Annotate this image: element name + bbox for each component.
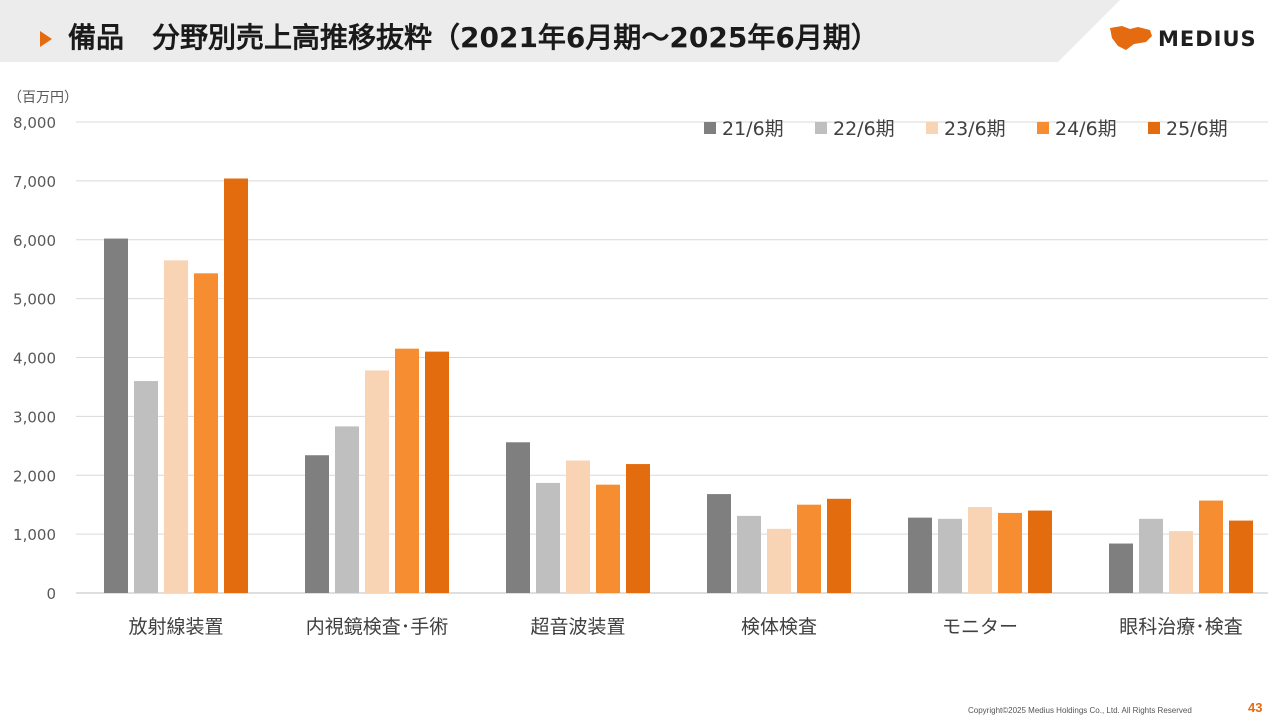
- bar: [626, 464, 650, 593]
- bar: [596, 484, 620, 593]
- x-tick-label: 検体検査: [741, 616, 817, 638]
- legend-label: 24/6期: [1055, 118, 1117, 140]
- bar: [1169, 531, 1193, 593]
- legend-label: 21/6期: [722, 118, 784, 140]
- bar: [827, 498, 851, 593]
- bar: [1028, 510, 1052, 593]
- bar: [938, 518, 962, 593]
- y-tick-label: 2,000: [13, 467, 56, 485]
- bar: [506, 442, 530, 593]
- legend-label: 23/6期: [944, 118, 1006, 140]
- bar: [797, 504, 821, 593]
- y-axis-ticks: 0 1,000 2,000 3,000 4,000 5,000 6,000 7,000 8,00…: [13, 114, 56, 603]
- x-tick-label: 放射線装置: [128, 616, 223, 638]
- bar: [767, 528, 791, 593]
- gridlines: [76, 121, 1268, 594]
- bar: [425, 351, 449, 593]
- bar: [1229, 520, 1253, 593]
- bar: [737, 515, 761, 593]
- legend-swatch: [815, 122, 827, 134]
- logo-text: MEDIUS: [1158, 27, 1257, 51]
- header-background: [0, 0, 1120, 62]
- x-tick-label: 内視鏡検査･手術: [306, 616, 449, 638]
- legend-swatch: [704, 122, 716, 134]
- bars: [104, 178, 1253, 593]
- bar-chart: （百万円） 0 1,000 2,000 3,000 4,000 5,000 6,000 7,0…: [8, 90, 1268, 638]
- bar: [998, 512, 1022, 593]
- bar: [1139, 518, 1163, 593]
- x-tick-label: モニター: [942, 616, 1018, 638]
- bar: [335, 426, 359, 593]
- bar: [365, 370, 389, 593]
- bar: [536, 482, 560, 593]
- bar: [1109, 543, 1133, 593]
- medius-logo-mark: [1110, 26, 1152, 50]
- x-tick-label: 超音波装置: [530, 616, 625, 638]
- legend: 21/6期 22/6期 23/6期 24/6期 25/6期: [704, 118, 1228, 140]
- header-band: [0, 0, 1280, 62]
- bar: [1199, 500, 1223, 593]
- bar: [305, 455, 329, 593]
- bar: [908, 517, 932, 593]
- bar: [566, 460, 590, 593]
- bar: [395, 348, 419, 593]
- bar: [194, 273, 218, 593]
- y-tick-label: 1,000: [13, 526, 56, 544]
- triangle-right-icon: [40, 31, 52, 47]
- y-tick-label: 5,000: [13, 291, 56, 309]
- copyright-text: Copyright©2025 Medius Holdings Co., Ltd.…: [968, 706, 1192, 715]
- y-tick-label: 7,000: [13, 173, 56, 191]
- bar: [134, 381, 158, 593]
- legend-swatch: [1148, 122, 1160, 134]
- x-tick-label: 眼科治療･検査: [1119, 616, 1243, 638]
- legend-swatch: [1037, 122, 1049, 134]
- y-tick-label: 0: [46, 585, 56, 603]
- y-tick-label: 4,000: [13, 350, 56, 368]
- y-tick-label: 6,000: [13, 232, 56, 250]
- bar: [707, 494, 731, 593]
- page-title: 備品 分野別売上高推移抜粋（2021年6月期～2025年6月期）: [68, 21, 879, 54]
- y-axis-unit-label: （百万円）: [8, 90, 78, 106]
- legend-swatch: [926, 122, 938, 134]
- page-number: 43: [1248, 700, 1263, 715]
- x-axis-ticks: 放射線装置 内視鏡検査･手術 超音波装置 検体検査 モニター 眼科治療･検査: [128, 616, 1242, 638]
- bar: [164, 260, 188, 593]
- legend-label: 25/6期: [1166, 118, 1228, 140]
- legend-label: 22/6期: [833, 118, 895, 140]
- y-tick-label: 8,000: [13, 114, 56, 132]
- bar: [104, 238, 128, 593]
- y-tick-label: 3,000: [13, 408, 56, 426]
- bar: [224, 178, 248, 593]
- bar: [968, 507, 992, 593]
